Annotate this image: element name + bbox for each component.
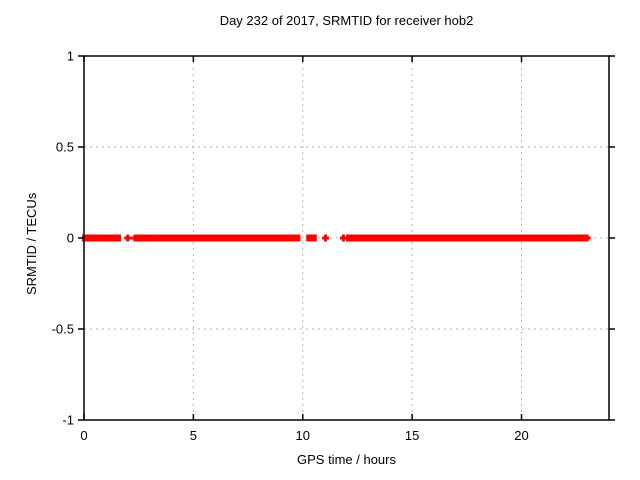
x-tick-label: 0 [80,428,87,443]
x-tick-label: 15 [405,428,419,443]
x-tick-label: 20 [514,428,528,443]
chart-title: Day 232 of 2017, SRMTID for receiver hob… [219,13,474,28]
y-tick-labels: 1 0.5 0 -0.5 -1 [52,49,74,428]
x-tick-label: 5 [190,428,197,443]
y-tick-label: -0.5 [52,322,74,337]
y-tick-label: 0.5 [56,140,74,155]
data-series-srmtid [82,234,591,242]
x-axis-label: GPS time / hours [297,452,396,467]
y-tick-label: 0 [67,231,74,246]
x-tick-labels: 0 5 10 15 20 [80,428,528,443]
axis-ticks [78,55,615,421]
x-tick-label: 10 [296,428,310,443]
y-axis-label: SRMTID / TECUs [24,192,39,295]
y-tick-label: 1 [67,49,74,64]
y-tick-label: -1 [62,413,74,428]
